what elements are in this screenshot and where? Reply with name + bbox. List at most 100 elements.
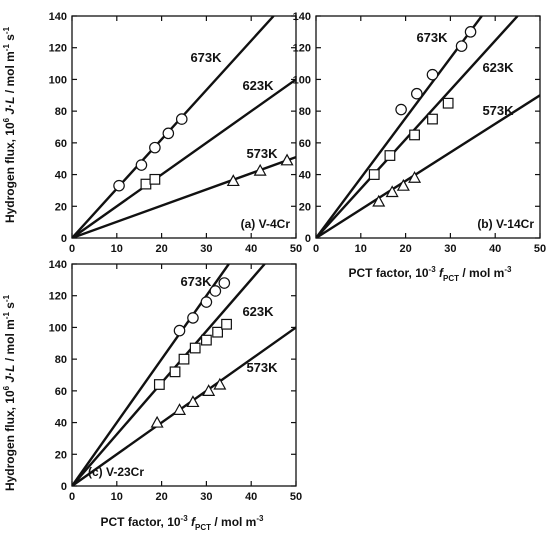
xlabel-unit-exp: -3 <box>504 265 512 274</box>
series-label-673K-a: 673K <box>190 50 222 65</box>
xlabel-exp: -3 <box>429 265 437 274</box>
y-tick-label-a: 0 <box>61 233 67 245</box>
x-tick-label-a: 50 <box>290 243 302 255</box>
data-point <box>178 353 190 365</box>
panel-label-a: (a) V-4Cr <box>241 217 291 231</box>
x-axis-label-c: PCT factor, 10-3 fPCT / mol m-3 <box>101 514 265 532</box>
data-point <box>408 170 422 183</box>
xlabel-sub: PCT <box>443 274 459 283</box>
data-point <box>150 415 164 428</box>
ylabel-l: L <box>3 365 17 372</box>
data-point <box>280 153 294 166</box>
series-label-623K-c: 623K <box>242 304 274 319</box>
series-label-673K-b: 673K <box>416 30 448 45</box>
y-tick-label-a: 120 <box>49 43 67 55</box>
data-point <box>455 40 468 52</box>
data-point <box>162 127 175 140</box>
y-tick-label-b: 80 <box>299 106 311 118</box>
series-label-573K-a: 573K <box>246 146 278 161</box>
data-point <box>464 26 477 38</box>
data-point <box>410 87 423 100</box>
x-tick-label-b: 10 <box>355 243 367 255</box>
y-tick-label-c: 60 <box>55 386 67 398</box>
x-tick-label-a: 0 <box>69 243 75 255</box>
series-623K-a <box>140 173 161 190</box>
data-point <box>149 141 161 154</box>
series-label-623K-b: 623K <box>482 60 514 75</box>
panel-label-c: (c) V-23Cr <box>88 465 144 479</box>
series-573K-a <box>226 153 294 187</box>
data-point <box>372 194 386 207</box>
y-tick-label-c: 140 <box>49 259 67 271</box>
y-axis-label-top: Hydrogen flux, 106 J·L / mol m-1 s-1 <box>2 26 17 223</box>
y-tick-label-c: 0 <box>61 481 67 493</box>
panel-a: 0 10 20 30 40 50 0 20 40 60 80 100 120 140 673K 623K 573… <box>49 11 302 255</box>
y-tick-label-c: 80 <box>55 354 67 366</box>
data-point <box>173 403 187 415</box>
x-tick-label-c: 0 <box>69 491 75 503</box>
x-tick-label-b: 20 <box>399 243 411 255</box>
xlabel-prefix: PCT factor, 10 <box>349 266 429 280</box>
data-point <box>209 285 222 297</box>
data-point <box>221 318 232 330</box>
data-point <box>187 312 199 324</box>
data-point <box>427 113 438 125</box>
y-tick-label-b: 60 <box>299 138 311 150</box>
y-tick-label-a: 80 <box>55 106 67 118</box>
data-point <box>218 277 231 289</box>
data-point <box>201 334 212 346</box>
ylabel-l: L <box>3 97 17 104</box>
data-point <box>200 296 213 308</box>
series-673K-a <box>113 113 188 192</box>
x-tick-label-c: 20 <box>155 491 167 503</box>
ylabel-prefix: Hydrogen flux, 10 <box>3 390 17 491</box>
ylabel-unit-exp1: -1 <box>2 312 11 320</box>
series-673K-c <box>173 277 231 337</box>
xlabel-exp: -3 <box>181 514 189 523</box>
ylabel-dot: · <box>3 104 17 108</box>
y-tick-label-c: 40 <box>55 418 67 430</box>
fit-lines-c <box>72 264 296 486</box>
y-tick-label-a: 60 <box>55 138 67 150</box>
series-573K-c <box>150 377 227 428</box>
ylabel-unit-s: s <box>3 34 17 44</box>
x-tick-label-c: 50 <box>290 491 302 503</box>
data-point <box>153 379 165 390</box>
x-tick-label-c: 40 <box>245 491 257 503</box>
ylabel-unit: / mol m <box>3 319 17 364</box>
panel-c: 0 10 20 30 40 50 0 20 40 60 80 100 120 140 673K 623K 573… <box>49 259 302 503</box>
y-axis-label-bottom: Hydrogen flux, 106 J·L / mol m-1 s-1 <box>2 294 17 491</box>
data-point <box>173 324 186 337</box>
y-tick-label-c: 120 <box>49 291 67 303</box>
series-673K-b <box>395 26 477 116</box>
x-tick-label-b: 50 <box>534 243 546 255</box>
series-label-673K-c: 673K <box>180 274 212 289</box>
fit-line-573K-c <box>72 326 296 486</box>
ylabel-prefix: Hydrogen flux, 10 <box>3 122 17 223</box>
data-point <box>202 384 216 396</box>
ylabel-dot: · <box>3 372 17 376</box>
data-point <box>384 150 396 161</box>
data-point <box>226 174 240 187</box>
y-tick-label-b: 20 <box>299 201 311 213</box>
x-tick-label-b: 0 <box>313 243 319 255</box>
ylabel-unit-exp1: -1 <box>2 44 11 52</box>
data-point <box>169 366 181 378</box>
series-label-573K-b: 573K <box>482 103 514 118</box>
ylabel-j: J <box>3 376 17 386</box>
x-tick-label-c: 30 <box>200 491 212 503</box>
fit-line-673K-b <box>316 16 483 238</box>
data-point <box>113 179 125 192</box>
ylabel-exp: 6 <box>2 117 11 122</box>
xlabel-unit: / mol m <box>211 515 256 529</box>
data-point <box>213 377 227 390</box>
data-point <box>189 342 201 354</box>
y-tick-label-a: 40 <box>55 170 67 182</box>
fit-lines-b <box>316 16 540 238</box>
plot-frame-a <box>71 15 297 239</box>
data-point <box>368 169 380 180</box>
x-tick-label-c: 10 <box>111 491 123 503</box>
xlabel-unit-exp: -3 <box>256 514 264 523</box>
x-tick-label-b: 30 <box>444 243 456 255</box>
